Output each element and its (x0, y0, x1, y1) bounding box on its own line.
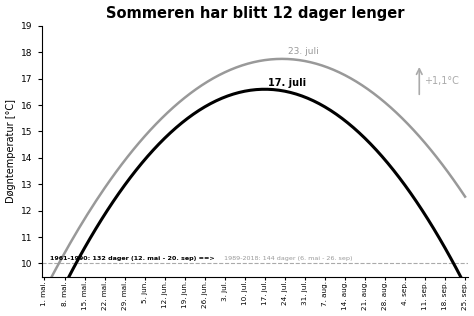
Text: 1989-2018: 144 dager (6. mai - 26. sep): 1989-2018: 144 dager (6. mai - 26. sep) (222, 256, 352, 261)
Text: 1961-1990: 132 dager (12. mai - 20. sep) ==>: 1961-1990: 132 dager (12. mai - 20. sep)… (50, 256, 215, 261)
Y-axis label: Døgntemperatur [°C]: Døgntemperatur [°C] (6, 99, 16, 203)
Text: +1,1°C: +1,1°C (424, 76, 458, 86)
Title: Sommeren har blitt 12 dager lenger: Sommeren har blitt 12 dager lenger (106, 6, 404, 21)
Text: 17. juli: 17. juli (268, 78, 306, 88)
Text: 23. juli: 23. juli (288, 47, 319, 56)
